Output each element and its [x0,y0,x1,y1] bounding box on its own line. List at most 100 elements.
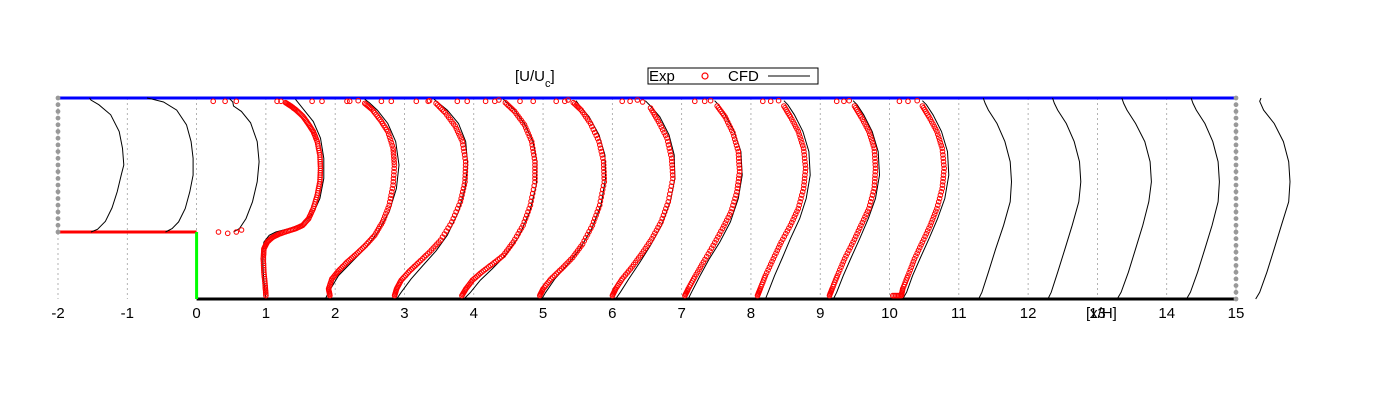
exp-point [846,97,853,104]
exp-point [659,215,666,222]
cfd-profile-line [902,100,950,300]
exp-point [728,127,735,133]
outlet-boundary-dot [1233,289,1239,295]
inlet-boundary-dot [55,229,61,235]
exp-point [938,142,945,149]
exp-point [649,235,655,242]
exp-point [854,230,860,237]
exp-point [867,202,873,208]
exp-point [274,98,280,105]
exp-point [454,205,461,212]
exp-point [527,136,534,142]
exp-point [868,195,875,202]
exp-point [388,139,395,146]
outlet-boundary-dot [1233,102,1239,108]
inlet-boundary-dot [55,196,61,201]
exp-point [798,137,804,143]
exp-point [936,137,943,143]
exp-point [872,168,879,175]
exp-point [911,256,918,262]
x-tick-label: 6 [608,305,616,322]
exp-point [601,165,607,172]
exp-point [390,182,396,188]
exp-point [524,212,530,219]
exp-point [589,123,595,130]
exp-point [833,98,840,105]
exp-point [801,152,808,158]
exp-point [840,258,847,265]
exp-point [529,190,536,197]
exp-point [522,215,529,222]
outlet-boundary-dot [1233,142,1239,148]
exp-point [355,97,362,104]
exp-point [762,272,769,279]
exp-point [391,159,398,165]
exp-point [731,133,737,139]
inlet-boundary-dot [55,102,61,108]
exp-point [532,158,538,165]
exp-point [525,130,531,136]
outlet-boundary-dot [1233,283,1239,288]
outlet-boundary-dot [1233,155,1239,161]
exp-point [598,194,605,201]
exp-point [410,265,416,271]
exp-point [532,168,538,175]
exp-point [388,192,394,198]
exp-point [405,269,412,276]
exp-point [718,228,724,235]
exp-point [528,138,535,145]
exp-point [719,225,726,232]
exp-point [517,228,523,234]
inlet-boundary-dot [55,142,61,148]
exp-point [913,253,919,259]
exp-point [725,214,732,221]
inlet-boundary-dot [55,222,61,228]
exp-point [436,103,442,110]
exp-point [708,245,715,251]
exp-point [843,253,849,259]
exp-point [589,222,596,229]
exp-point [598,148,605,155]
outlet-boundary-dot [1233,115,1239,121]
exp-point [462,168,469,175]
outlet-boundary-dot [1233,149,1239,155]
exp-point [461,148,467,155]
cfd-series [89,97,1291,300]
exp-point [385,131,392,138]
exp-point [657,121,663,127]
exp-point [528,198,534,205]
exp-point [460,185,467,192]
x-tick-label: 7 [677,305,685,322]
exp-point [599,152,605,158]
exp-point [835,270,842,276]
outlet-boundary-dot [1233,243,1239,248]
exp-point [361,244,367,250]
exp-point [868,137,875,143]
exp-point [775,244,782,251]
inlet-boundary-dot [55,115,61,121]
exp-point [783,230,789,237]
exp-point [863,211,870,217]
exp-point [665,199,672,205]
exp-point [732,139,739,145]
exp-point [841,256,848,262]
outlet-boundary-dot [1233,109,1239,114]
exp-point [532,165,538,172]
exp-point [335,268,342,274]
exp-point [922,233,928,240]
exp-point [356,248,363,254]
exp-point [210,98,216,105]
exp-point [872,162,879,168]
exp-point [459,189,466,195]
exp-point [524,127,530,134]
exp-point [378,98,385,105]
exp-point [722,220,729,226]
outlet-boundary-dot [1233,236,1239,242]
exp-point [531,152,537,158]
exp-point [853,233,859,240]
exp-point [797,134,803,140]
exp-point [705,251,712,257]
exp-point [664,135,670,141]
exp-point [391,168,397,175]
